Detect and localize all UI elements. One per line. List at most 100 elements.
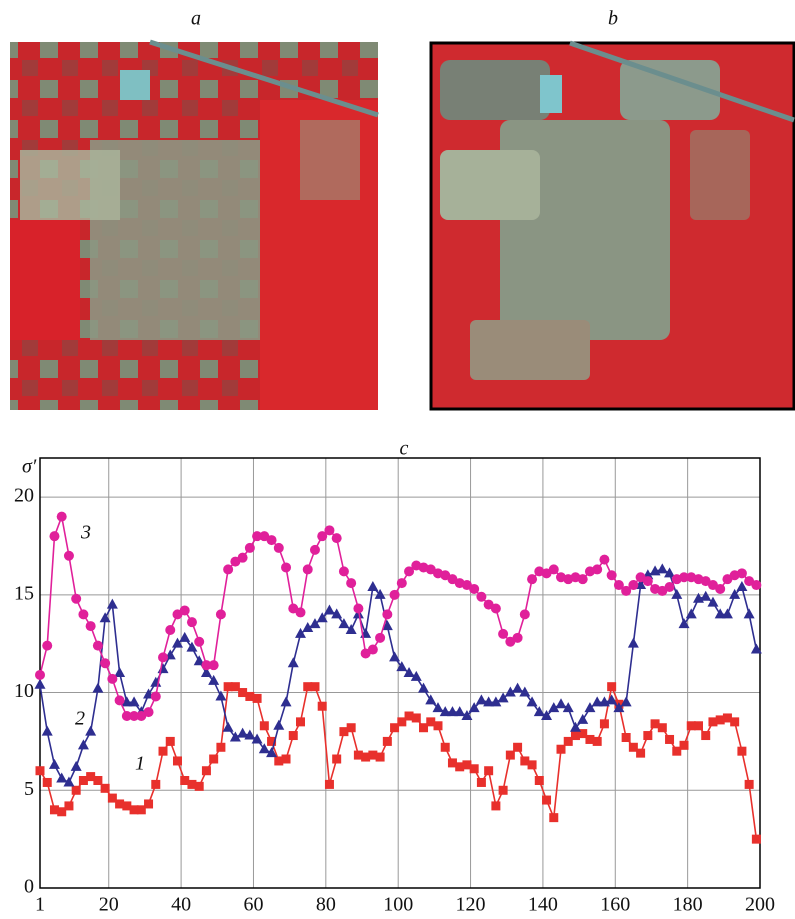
marker <box>280 696 292 707</box>
chart-title: c <box>400 438 409 460</box>
marker <box>592 564 603 575</box>
marker <box>78 609 89 620</box>
marker <box>656 563 668 574</box>
marker <box>258 743 270 754</box>
marker <box>332 754 342 764</box>
marker <box>541 710 553 720</box>
marker <box>396 661 408 672</box>
marker <box>237 727 249 738</box>
marker <box>35 766 45 776</box>
marker <box>620 696 632 707</box>
marker <box>100 658 111 669</box>
marker <box>209 754 219 764</box>
marker <box>476 591 487 602</box>
marker <box>628 742 638 752</box>
marker <box>621 585 632 596</box>
series-label: 2 <box>75 708 85 730</box>
marker <box>86 772 96 782</box>
marker <box>208 660 219 671</box>
marker <box>751 580 762 591</box>
marker <box>179 605 190 616</box>
marker <box>157 663 169 674</box>
marker <box>390 723 400 733</box>
marker <box>512 632 523 643</box>
marker <box>526 696 538 707</box>
marker <box>679 740 689 750</box>
marker <box>404 711 414 721</box>
y-tick-label: 15 <box>14 582 34 604</box>
marker <box>230 682 240 692</box>
marker <box>678 618 690 629</box>
marker <box>367 581 379 591</box>
marker <box>585 734 595 744</box>
marker <box>374 588 386 599</box>
marker <box>426 717 436 727</box>
marker <box>244 542 255 553</box>
marker <box>186 617 197 628</box>
marker <box>707 596 719 607</box>
marker <box>273 542 284 553</box>
marker <box>115 799 125 809</box>
marker <box>411 713 421 723</box>
marker <box>71 785 81 795</box>
marker <box>606 694 618 705</box>
panel-label: b <box>608 8 618 30</box>
marker <box>462 760 472 770</box>
marker <box>179 631 191 642</box>
marker <box>266 747 278 758</box>
marker <box>331 608 343 619</box>
marker <box>63 550 74 561</box>
marker <box>331 533 342 544</box>
marker <box>729 588 741 599</box>
marker <box>171 637 183 648</box>
marker <box>339 727 349 737</box>
marker <box>136 805 146 815</box>
marker <box>186 641 198 652</box>
marker <box>48 758 60 769</box>
marker <box>251 733 263 744</box>
marker <box>722 713 732 723</box>
marker <box>267 736 277 746</box>
marker <box>107 673 118 684</box>
marker <box>63 776 75 787</box>
marker <box>636 748 646 758</box>
marker <box>57 807 67 817</box>
marker <box>56 511 67 522</box>
marker <box>208 674 220 685</box>
marker <box>548 702 560 713</box>
marker <box>628 580 639 591</box>
marker <box>591 696 603 707</box>
marker <box>455 762 465 772</box>
marker <box>316 612 328 623</box>
marker <box>375 632 386 643</box>
marker <box>222 721 234 732</box>
x-tick-label: 160 <box>600 894 630 916</box>
marker <box>309 544 320 555</box>
marker <box>317 531 328 542</box>
marker <box>432 702 444 713</box>
x-tick-label: 60 <box>243 894 263 916</box>
image-a <box>10 39 379 410</box>
marker <box>584 702 596 713</box>
marker <box>475 694 487 705</box>
marker <box>324 525 335 536</box>
marker <box>143 707 154 718</box>
marker <box>505 750 515 760</box>
marker <box>490 603 501 614</box>
marker <box>296 717 306 727</box>
marker <box>519 686 531 697</box>
y-tick-label: 5 <box>24 778 34 800</box>
marker <box>533 706 545 717</box>
marker <box>71 593 82 604</box>
y-tick-label: 20 <box>14 485 34 507</box>
marker <box>715 715 725 725</box>
marker <box>194 636 205 647</box>
marker <box>693 721 703 731</box>
marker <box>491 801 501 811</box>
marker <box>736 581 748 591</box>
marker <box>287 657 299 668</box>
marker <box>621 733 631 742</box>
marker <box>194 781 204 791</box>
x-tick-label: 40 <box>171 894 191 916</box>
